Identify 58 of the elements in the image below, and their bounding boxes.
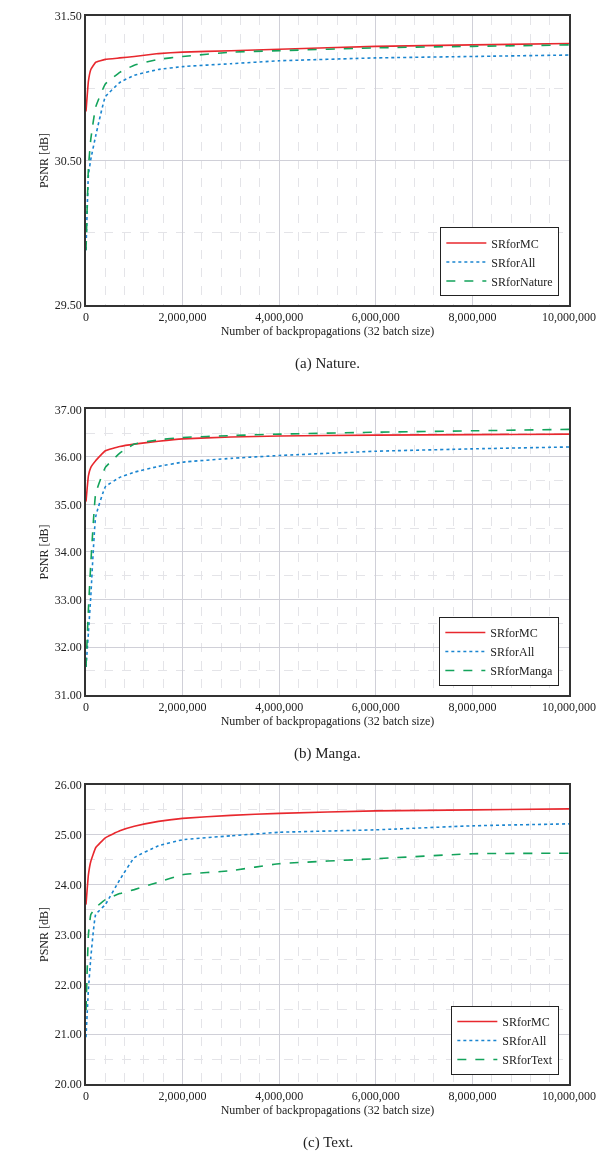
x-tick-label: 0 — [83, 699, 89, 714]
x-tick-label: 4,000,000 — [255, 699, 304, 714]
x-tick-label: 8,000,000 — [448, 310, 497, 325]
x-tick-label: 0 — [83, 1089, 89, 1104]
text: (a) Nature. — [295, 355, 360, 372]
x-tick-label: 0 — [83, 310, 89, 325]
x-axis-title: Number of backpropagations (32 batch size) — [220, 713, 435, 728]
y-axis-title: PSNR [dB] — [36, 906, 51, 962]
text: (b) Manga. — [294, 745, 361, 762]
y-axis-title: PSNR [dB] — [36, 133, 51, 189]
x-tick-label: 2,000,000 — [158, 1089, 207, 1104]
y-tick-label: 21.00 — [54, 1027, 82, 1042]
y-tick-label: 26.00 — [54, 778, 82, 793]
y-tick-label: 33.00 — [54, 592, 82, 607]
y-tick-label: 29.50 — [54, 298, 82, 313]
line-series — [86, 852, 569, 1012]
y-tick-label: 36.00 — [54, 450, 82, 465]
y-tick-label: 32.00 — [54, 640, 82, 655]
x-tick-label: 6,000,000 — [351, 310, 400, 325]
y-tick-label: 34.00 — [54, 545, 82, 560]
legend-label: SRforMC — [491, 236, 539, 251]
y-tick-label: 35.00 — [54, 497, 82, 512]
line-series — [86, 823, 569, 1038]
y-tick-label: 24.00 — [54, 877, 82, 892]
text: (c) Text. — [303, 1134, 354, 1151]
x-tick-label: 2,000,000 — [158, 310, 207, 325]
x-axis-title: Number of backpropagations (32 batch size) — [220, 1103, 435, 1118]
x-tick-label: 8,000,000 — [448, 699, 497, 714]
y-tick-label: 23.00 — [54, 927, 82, 942]
y-tick-label: 30.50 — [54, 153, 82, 168]
legend-label: SRforMC — [502, 1015, 550, 1030]
x-tick-label: 4,000,000 — [255, 1089, 304, 1104]
line-series — [86, 42, 569, 113]
x-tick-label: 6,000,000 — [351, 1089, 400, 1104]
x-tick-label: 10,000,000 — [542, 1089, 596, 1104]
y-axis-title: PSNR [dB] — [36, 524, 51, 580]
legend-label: SRforAll — [490, 645, 536, 660]
y-tick-label: 22.00 — [54, 977, 82, 992]
x-tick-label: 10,000,000 — [542, 699, 596, 714]
line-series — [86, 433, 569, 503]
y-tick-label: 31.00 — [54, 687, 82, 702]
legend-label: SRforAll — [502, 1034, 548, 1049]
y-tick-label: 25.00 — [54, 828, 82, 842]
x-tick-label: 4,000,000 — [255, 310, 304, 325]
x-tick-label: 6,000,000 — [351, 699, 400, 714]
x-axis-title: Number of backpropagations (32 batch size) — [220, 324, 435, 339]
y-tick-label: 37.00 — [54, 402, 82, 417]
legend-label: SRforMC — [490, 626, 538, 641]
y-tick-label: 31.50 — [54, 9, 82, 24]
x-tick-label: 8,000,000 — [448, 1089, 497, 1104]
legend-label: SRforText — [502, 1053, 553, 1068]
x-tick-label: 10,000,000 — [542, 310, 596, 325]
legend-label: SRforNature — [491, 274, 553, 289]
y-tick-label: 20.00 — [54, 1077, 82, 1092]
legend-label: SRforAll — [491, 255, 537, 270]
line-series — [86, 808, 569, 906]
legend-label: SRforManga — [490, 664, 554, 679]
x-tick-label: 2,000,000 — [158, 699, 207, 714]
